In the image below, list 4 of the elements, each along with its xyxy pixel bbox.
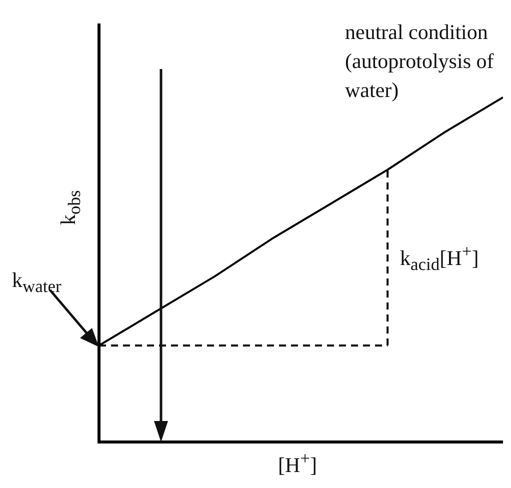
annotation: neutral condition (autoprotolysis of water) [345,19,495,104]
text: k$_{water}$ [12,268,62,298]
annotation: k$_{acid}$[H$^{+}$] [400,241,479,276]
x-axis-title: [H$^{+}$] [278,448,318,478]
